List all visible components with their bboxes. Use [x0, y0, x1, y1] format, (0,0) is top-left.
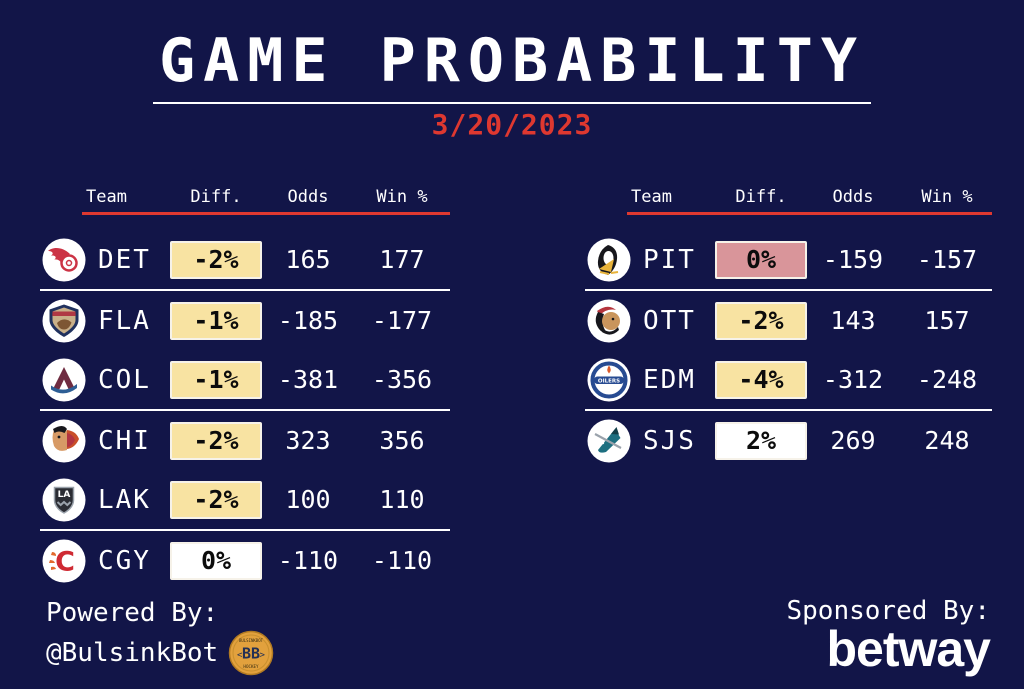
sjs-logo-icon — [587, 419, 631, 463]
game-row-sjs: SJS 2% 269 248 — [585, 411, 992, 470]
games-table-left: Team Diff. Odds Win % DET -2% 165 177 FLA -1% -185… — [40, 188, 450, 590]
odds-value: -159 — [822, 245, 884, 274]
row-divider — [40, 409, 450, 411]
row-divider — [585, 289, 992, 291]
diff-badge: -2% — [715, 301, 807, 340]
win-pct-value: 356 — [379, 426, 425, 455]
team-abbr: LAK — [98, 484, 151, 515]
team-abbr: PIT — [643, 244, 696, 275]
game-row-cgy: C CGY 0% -110 -110 — [40, 531, 450, 590]
odds-value: -185 — [277, 306, 339, 335]
game-row-fla: FLA -1% -185 -177 — [40, 291, 450, 350]
odds-value: 323 — [285, 426, 331, 455]
diff-badge: -1% — [170, 301, 262, 340]
edm-logo-icon: OILERS — [587, 358, 631, 402]
diff-badge: -2% — [170, 240, 262, 279]
row-divider — [40, 289, 450, 291]
team-abbr: SJS — [643, 425, 696, 456]
col-header-win: Win % — [921, 187, 973, 207]
odds-value: 100 — [285, 485, 331, 514]
team-abbr: EDM — [643, 364, 696, 395]
col-header-diff: Diff. — [190, 187, 242, 207]
odds-value: -381 — [277, 365, 339, 394]
coin-bottom-text: HOCKEY — [244, 664, 260, 669]
date-label: 3/20/2023 — [431, 108, 593, 141]
win-pct-value: -177 — [371, 306, 433, 335]
odds-value: -312 — [822, 365, 884, 394]
col-header-odds: Odds — [832, 187, 874, 207]
row-divider — [585, 409, 992, 411]
svg-text:OILERS: OILERS — [598, 378, 620, 384]
powered-by-label: Powered By: — [46, 598, 219, 628]
diff-badge: 0% — [170, 541, 262, 580]
team-abbr: FLA — [98, 305, 151, 336]
win-pct-value: -157 — [916, 245, 978, 274]
game-row-ott: OTT -2% 143 157 — [585, 291, 992, 350]
win-pct-value: 177 — [379, 245, 425, 274]
col-header-team: Team — [631, 187, 672, 207]
svg-text:LA: LA — [58, 490, 71, 500]
svg-text:C: C — [55, 546, 75, 577]
coin-letters: BB — [242, 645, 260, 663]
win-pct-value: 248 — [924, 426, 970, 455]
table-header: Team Diff. Odds Win % — [40, 188, 450, 206]
ott-logo-icon — [587, 299, 631, 343]
header-underline — [627, 212, 992, 215]
diff-badge: -1% — [170, 360, 262, 399]
powered-by-block: Powered By: @BulsinkBot BULSINKBOT < > B… — [46, 596, 274, 676]
odds-value: 165 — [285, 245, 331, 274]
game-row-pit: PIT 0% -159 -157 — [585, 230, 992, 289]
det-logo-icon — [42, 238, 86, 282]
win-pct-value: -356 — [371, 365, 433, 394]
diff-badge: 2% — [715, 421, 807, 460]
svg-text:<: < — [237, 651, 243, 661]
col-logo-icon — [42, 358, 86, 402]
odds-value: -110 — [277, 546, 339, 575]
bulsinkbot-handle: @BulsinkBot — [46, 638, 219, 668]
win-pct-value: -248 — [916, 365, 978, 394]
team-abbr: COL — [98, 364, 151, 395]
diff-badge: 0% — [715, 240, 807, 279]
diff-badge: -2% — [170, 480, 262, 519]
col-header-win: Win % — [376, 187, 428, 207]
coin-top-text: BULSINKBOT — [239, 638, 264, 643]
team-abbr: OTT — [643, 305, 696, 336]
col-header-team: Team — [86, 187, 127, 207]
chi-logo-icon — [42, 419, 86, 463]
diff-badge: -4% — [715, 360, 807, 399]
sponsored-by-label: Sponsored By: — [786, 596, 991, 626]
betway-logo: betway — [826, 621, 991, 677]
header-underline — [82, 212, 450, 215]
team-abbr: DET — [98, 244, 151, 275]
col-header-diff: Diff. — [735, 187, 787, 207]
game-row-chi: CHI -2% 323 356 — [40, 411, 450, 470]
bulsinkbot-coin-icon: BULSINKBOT < > BB HOCKEY — [228, 630, 274, 676]
odds-value: 269 — [830, 426, 876, 455]
game-row-det: DET -2% 165 177 — [40, 230, 450, 289]
row-divider — [40, 529, 450, 531]
fla-logo-icon — [42, 299, 86, 343]
col-header-odds: Odds — [287, 187, 329, 207]
game-row-edm: OILERS EDM -4% -312 -248 — [585, 350, 992, 409]
win-pct-value: 157 — [924, 306, 970, 335]
cgy-logo-icon: C — [42, 539, 86, 583]
game-row-col: COL -1% -381 -356 — [40, 350, 450, 409]
team-abbr: CGY — [98, 545, 151, 576]
win-pct-value: 110 — [379, 485, 425, 514]
odds-value: 143 — [830, 306, 876, 335]
team-abbr: CHI — [98, 425, 151, 456]
table-header: Team Diff. Odds Win % — [585, 188, 992, 206]
games-table-right: Team Diff. Odds Win % PIT 0% -159 -157 OTT -2% 143… — [585, 188, 992, 470]
svg-text:>: > — [260, 651, 266, 661]
sponsored-by-block: Sponsored By: betway — [786, 596, 991, 677]
diff-badge: -2% — [170, 421, 262, 460]
page-title: GAME PROBABILITY — [153, 26, 871, 104]
title-wrap: GAME PROBABILITY — [0, 26, 1024, 104]
win-pct-value: -110 — [371, 546, 433, 575]
pit-logo-icon — [587, 238, 631, 282]
lak-logo-icon: LA — [42, 478, 86, 522]
game-row-lak: LA LAK -2% 100 110 — [40, 470, 450, 529]
